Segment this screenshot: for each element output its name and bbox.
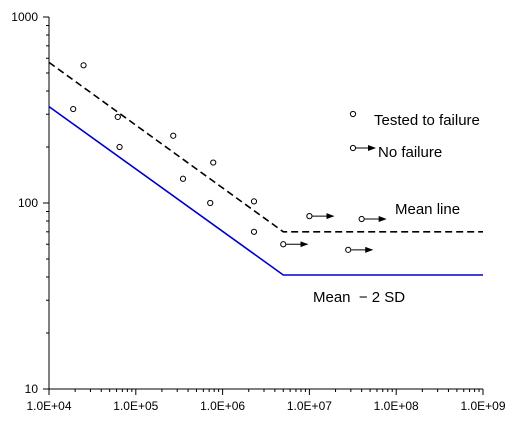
no-failure-point	[280, 241, 287, 248]
failure-point	[179, 175, 187, 182]
no-failure-point	[306, 213, 313, 220]
failure-point	[207, 199, 214, 207]
failure-point	[210, 159, 217, 166]
x-tick-label: 1.0E+06	[200, 399, 245, 413]
x-tick-label: 1.0E+09	[460, 399, 505, 413]
legend-failure-marker	[349, 110, 357, 118]
failure-point	[116, 143, 123, 151]
reference-lines	[48, 61, 483, 276]
data-points	[70, 62, 387, 253]
y-tick-label: 10	[25, 382, 39, 396]
failure-point	[170, 132, 177, 139]
mean-line-label: Mean line	[395, 201, 460, 218]
mean-minus-2sd-line	[48, 105, 483, 276]
x-tick-label: 1.0E+07	[287, 399, 332, 413]
y-tick-label: 100	[18, 196, 38, 210]
x-tick-label: 1.0E+08	[374, 399, 419, 413]
legend-no-failure: No failure	[378, 144, 442, 161]
tick-labels: 1.0E+04 1.0E+05 1.0E+06 1.0E+07 1.0E+08 1.0E+…	[11, 10, 506, 413]
no-failure-point	[358, 215, 365, 223]
legend-no-failure-marker	[349, 144, 357, 152]
failure-point	[114, 113, 121, 121]
y-tick-label: 1000	[11, 10, 38, 24]
failure-point	[250, 198, 258, 205]
mean-line	[48, 61, 483, 233]
x-tick-label: 1.0E+05	[113, 399, 158, 413]
no-failure-point	[345, 246, 352, 253]
axes	[43, 16, 484, 395]
failure-point	[70, 105, 77, 113]
failure-point	[250, 228, 258, 235]
mean-minus-2sd-label: Mean − 2 SD	[313, 289, 405, 306]
legend-tested-to-failure: Tested to failure	[374, 112, 480, 129]
x-tick-label: 1.0E+04	[26, 399, 71, 413]
failure-point	[80, 62, 87, 69]
chart-annotations: Tested to failure No failure Mean line Mean…	[313, 110, 480, 306]
